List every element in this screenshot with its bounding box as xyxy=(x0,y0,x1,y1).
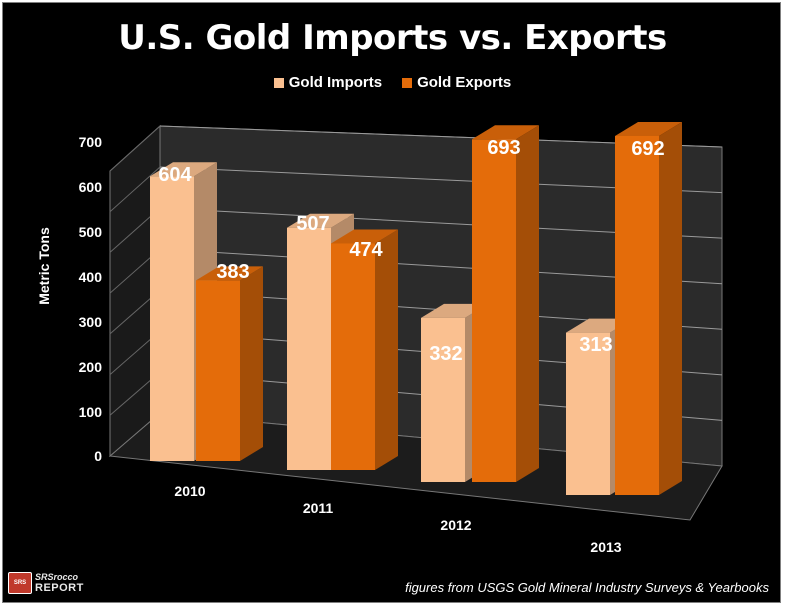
bar xyxy=(331,243,375,470)
logo-mark-icon: SRS xyxy=(8,572,32,594)
logo-text-bottom: REPORT xyxy=(35,582,84,594)
legend-item-imports: Gold Imports xyxy=(273,74,383,91)
bar xyxy=(421,317,465,482)
x-tick-label: 2013 xyxy=(590,539,621,555)
y-tick-label: 500 xyxy=(79,224,103,240)
data-label: 332 xyxy=(429,343,462,365)
legend-label-exports: Gold Exports xyxy=(417,74,512,91)
gridline-side xyxy=(109,166,161,213)
y-tick-label: 300 xyxy=(79,314,103,330)
bar-side xyxy=(659,121,682,495)
bar xyxy=(196,280,240,461)
legend-swatch-exports xyxy=(402,77,413,88)
y-tick-label: 700 xyxy=(79,134,103,150)
bar-top xyxy=(472,125,539,140)
x-tick-label: 2011 xyxy=(303,500,334,516)
legend: Gold Imports Gold Exports xyxy=(0,74,785,91)
logo-text: SRSrocco REPORT xyxy=(35,572,84,594)
x-tick-label: 2010 xyxy=(174,483,205,499)
y-tick-label: 400 xyxy=(79,269,103,285)
legend-label-imports: Gold Imports xyxy=(288,74,383,91)
data-label: 474 xyxy=(349,239,383,261)
bar-top xyxy=(150,162,217,177)
data-label: 507 xyxy=(296,213,329,235)
bar-side xyxy=(375,229,398,470)
bar-top xyxy=(331,229,398,244)
bar-top xyxy=(287,213,354,228)
bar-top xyxy=(615,121,682,136)
data-label: 693 xyxy=(487,137,520,159)
legend-swatch-imports xyxy=(273,77,284,88)
y-tick-label: 100 xyxy=(79,404,103,420)
bar xyxy=(615,135,659,495)
logo-text-top: SRSrocco xyxy=(35,572,79,582)
srsrocco-logo: SRS SRSrocco REPORT xyxy=(8,572,84,594)
data-label: 383 xyxy=(216,261,249,283)
gridline-side xyxy=(109,125,161,172)
bar xyxy=(287,227,331,470)
y-tick-label: 600 xyxy=(79,179,103,195)
bar-top xyxy=(196,266,263,281)
source-note: figures from USGS Gold Mineral Industry … xyxy=(405,580,769,595)
x-tick-label: 2012 xyxy=(440,517,471,533)
data-label: 313 xyxy=(579,334,612,356)
data-label: 692 xyxy=(631,138,664,160)
y-tick-label: 200 xyxy=(79,359,103,375)
legend-item-exports: Gold Exports xyxy=(402,74,511,91)
bar-side xyxy=(516,125,539,483)
bar xyxy=(150,176,194,462)
data-label: 604 xyxy=(158,164,192,186)
bar-side xyxy=(240,266,263,461)
bar-top xyxy=(421,303,488,318)
bar xyxy=(472,139,516,482)
bar xyxy=(566,332,610,495)
y-tick-label: 0 xyxy=(94,448,102,464)
chart-title: U.S. Gold Imports vs. Exports xyxy=(118,18,667,58)
